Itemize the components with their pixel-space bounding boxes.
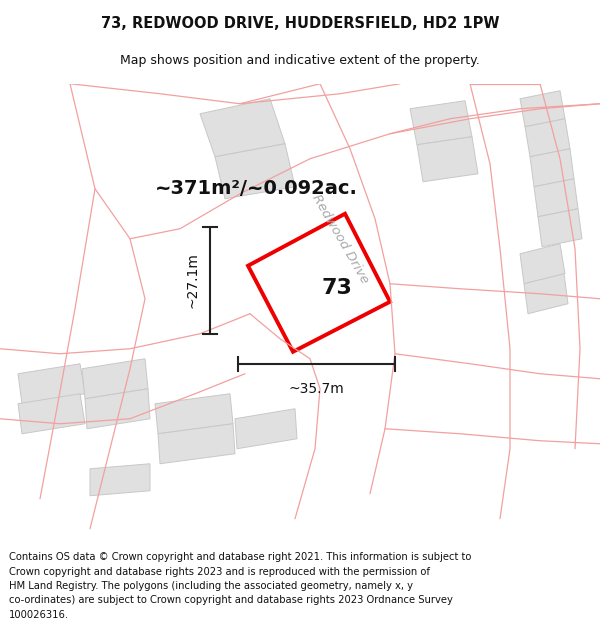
Text: ~35.7m: ~35.7m <box>289 382 344 396</box>
Polygon shape <box>525 119 570 157</box>
Polygon shape <box>530 149 574 187</box>
Text: Map shows position and indicative extent of the property.: Map shows position and indicative extent… <box>120 54 480 67</box>
Polygon shape <box>235 409 297 449</box>
Text: Redwood Drive: Redwood Drive <box>309 192 371 286</box>
Polygon shape <box>90 464 150 496</box>
Polygon shape <box>85 389 150 429</box>
Polygon shape <box>520 244 565 284</box>
Polygon shape <box>538 209 582 247</box>
Polygon shape <box>410 101 472 145</box>
Polygon shape <box>524 274 568 314</box>
Polygon shape <box>18 394 85 434</box>
Text: Contains OS data © Crown copyright and database right 2021. This information is : Contains OS data © Crown copyright and d… <box>9 552 472 620</box>
Text: 73: 73 <box>322 278 352 298</box>
Polygon shape <box>155 394 233 434</box>
Polygon shape <box>534 179 578 217</box>
Polygon shape <box>520 91 565 127</box>
Text: ~371m²/~0.092ac.: ~371m²/~0.092ac. <box>155 179 358 198</box>
Polygon shape <box>417 137 478 182</box>
Polygon shape <box>215 144 295 199</box>
Polygon shape <box>82 359 148 399</box>
Polygon shape <box>158 424 235 464</box>
Text: ~27.1m: ~27.1m <box>186 253 200 308</box>
Polygon shape <box>18 364 85 404</box>
Text: 73, REDWOOD DRIVE, HUDDERSFIELD, HD2 1PW: 73, REDWOOD DRIVE, HUDDERSFIELD, HD2 1PW <box>101 16 499 31</box>
Polygon shape <box>200 99 285 157</box>
Polygon shape <box>248 214 390 352</box>
